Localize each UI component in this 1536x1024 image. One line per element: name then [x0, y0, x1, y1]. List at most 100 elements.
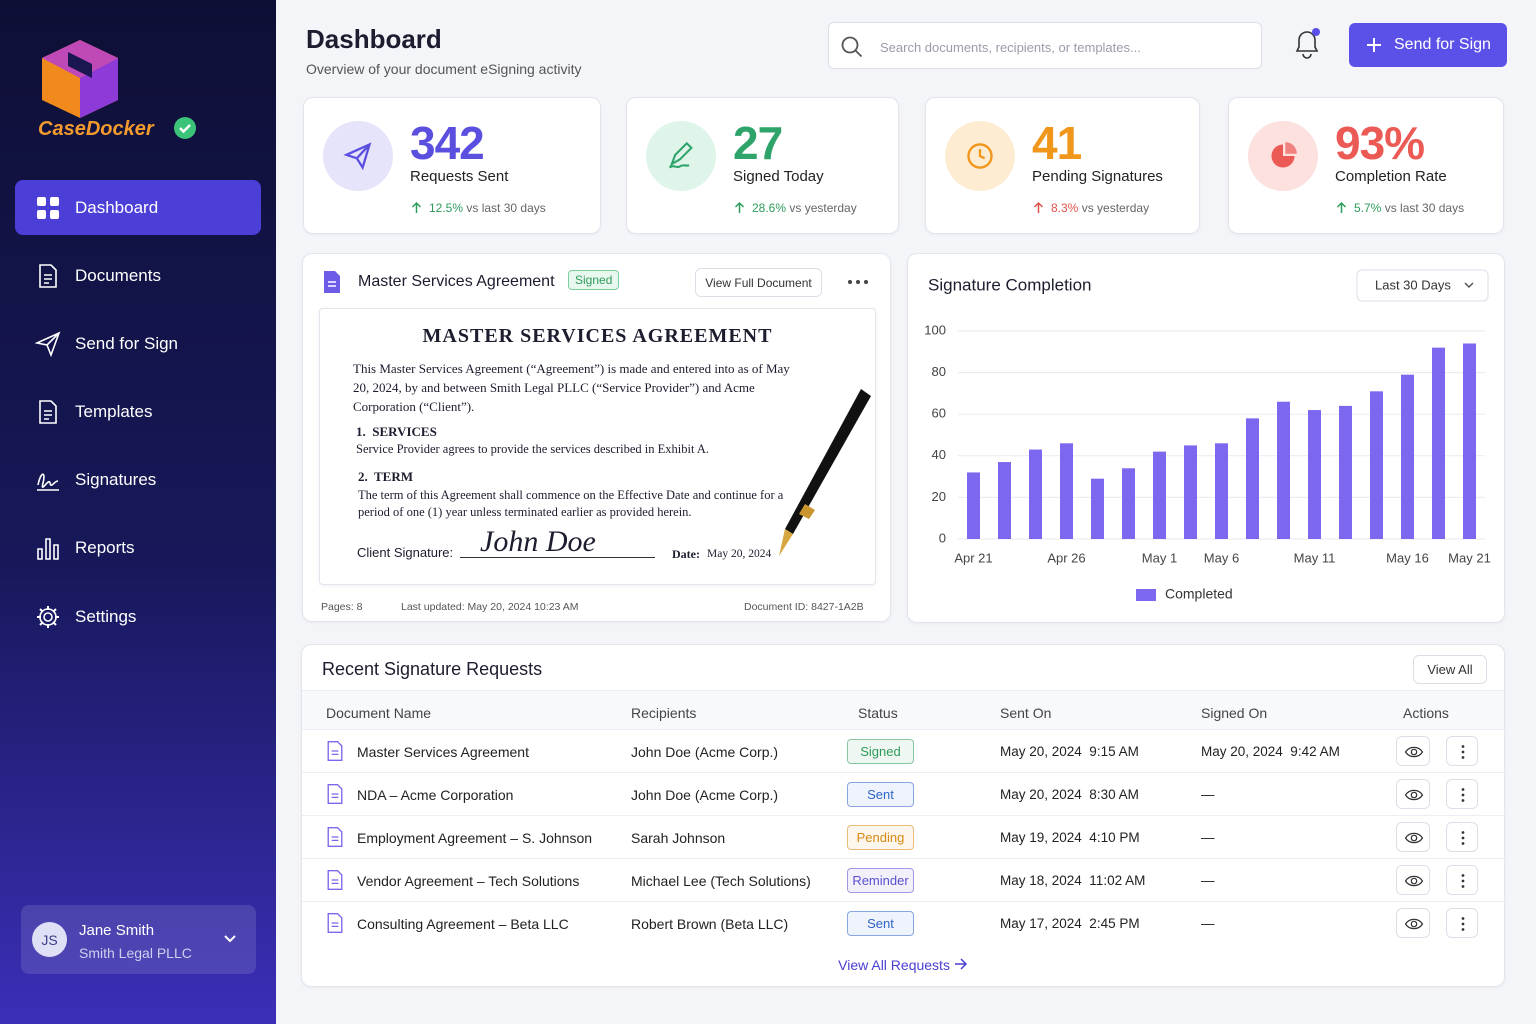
link-label: View All Requests — [838, 957, 950, 973]
bar — [1122, 468, 1135, 539]
bar — [1215, 443, 1228, 539]
chart-card: Signature Completion Last 30 Days 0 20 40 6… — [907, 253, 1505, 623]
more-menu[interactable] — [846, 278, 870, 286]
search-icon — [841, 36, 863, 58]
nav-item[interactable]: Documents — [15, 248, 261, 303]
notification-bell[interactable] — [1292, 27, 1322, 61]
bar — [1370, 391, 1383, 539]
page-title: Dashboard — [306, 24, 442, 54]
x-tick-label: Apr 21 — [954, 550, 992, 565]
status-badge: Pending — [847, 825, 914, 850]
view-action[interactable] — [1396, 865, 1430, 895]
user-org: Smith Legal PLLC — [79, 945, 192, 961]
more-action[interactable] — [1446, 736, 1478, 766]
signature-label: Client Signature: — [357, 545, 454, 560]
recipients: Michael Lee (Tech Solutions) — [631, 873, 811, 889]
bar — [1153, 451, 1166, 539]
more-action[interactable] — [1446, 779, 1478, 809]
signed-on: — — [1201, 830, 1215, 845]
button-label: Send for Sign — [1394, 36, 1491, 53]
last-updated: Last updated: May 20, 2024 10:23 AM — [401, 601, 579, 613]
signed-on: — — [1201, 916, 1215, 931]
send-for-sign-button[interactable]: Send for Sign — [1349, 23, 1507, 67]
nav-icon — [37, 606, 59, 628]
section-body: The term of this Agreement shall commenc… — [358, 488, 784, 519]
more-action[interactable] — [1446, 822, 1478, 852]
recipients: John Doe (Acme Corp.) — [631, 744, 779, 760]
arrow-icon — [954, 958, 967, 970]
more-action[interactable] — [1446, 865, 1478, 895]
nav-label: Reports — [75, 537, 135, 557]
eye-icon — [1404, 875, 1424, 887]
nav-item[interactable]: Templates — [15, 384, 261, 439]
user-card[interactable]: JS Jane Smith Smith Legal PLLC — [21, 905, 256, 974]
change-compare: vs yesterday — [789, 201, 857, 215]
logo-icon — [42, 40, 118, 118]
trend-icon — [734, 201, 745, 213]
table-row: Vendor Agreement – Tech Solutions Michael… — [302, 858, 1505, 901]
icon-glyph — [967, 143, 993, 169]
recipients: Robert Brown (Beta LLC) — [631, 916, 789, 932]
stat-value: 93% — [1335, 117, 1425, 169]
view-document-button[interactable]: View Full Document — [695, 268, 822, 297]
trend-icon — [411, 201, 422, 213]
search-placeholder: Search documents, recipients, or templat… — [880, 40, 1141, 55]
view-action[interactable] — [1396, 736, 1430, 766]
plus-icon — [1367, 38, 1381, 52]
status-badge: Sent — [847, 911, 914, 936]
table-title: Recent Signature Requests — [322, 659, 543, 679]
dots-icon — [1461, 745, 1465, 759]
status-badge: Reminder — [847, 868, 914, 893]
status-badge: Signed — [847, 739, 914, 764]
view-action[interactable] — [1396, 822, 1430, 852]
nav-item[interactable]: Send for Sign — [15, 316, 261, 371]
legend-swatch — [1136, 589, 1156, 601]
more-action[interactable] — [1446, 908, 1478, 938]
search-box[interactable]: Search documents, recipients, or templat… — [828, 22, 1262, 69]
trend-icon — [1033, 201, 1044, 213]
stat-value: 41 — [1032, 117, 1082, 169]
nav-item[interactable]: Dashboard — [15, 180, 261, 235]
bar — [1401, 374, 1414, 539]
bar — [1060, 443, 1073, 539]
stat-card: 342 Requests Sent 12.5% vs last 30 days — [303, 97, 601, 234]
view-all-requests-link[interactable]: View All Requests — [302, 957, 1504, 973]
nav-item[interactable]: Reports — [15, 520, 261, 575]
document-id: Document ID: 8427-1A2B — [744, 601, 864, 613]
page-count: Pages: 8 — [321, 601, 363, 613]
nav-icon — [37, 473, 59, 491]
signed-on: May 20, 2024 9:42 AM — [1201, 744, 1340, 759]
dots-icon — [1461, 917, 1465, 931]
view-action[interactable] — [1396, 779, 1430, 809]
icon-glyph — [1271, 142, 1297, 168]
dots-icon — [1461, 831, 1465, 845]
column-header: Actions — [1403, 705, 1449, 721]
view-action[interactable] — [1396, 908, 1430, 938]
nav-item[interactable]: Signatures — [15, 452, 261, 507]
bar — [1246, 418, 1259, 539]
table-row: Consulting Agreement – Beta LLC Robert Br… — [302, 901, 1505, 944]
change-value: 8.3% — [1051, 201, 1079, 215]
x-tick-label: May 6 — [1204, 550, 1239, 565]
view-all-button[interactable]: View All — [1413, 655, 1487, 684]
document-paper: MASTER SERVICES AGREEMENT This Master Se… — [319, 308, 876, 585]
doc-icon — [324, 271, 340, 293]
nav-item[interactable]: Settings — [15, 589, 261, 644]
stat-label: Completion Rate — [1335, 168, 1447, 185]
change-value: 12.5% — [429, 201, 464, 215]
verified-icon — [174, 117, 196, 139]
sent-on: May 17, 2024 2:45 PM — [1000, 916, 1140, 931]
eye-icon — [1404, 746, 1424, 758]
date: May 20, 2024 — [707, 548, 772, 560]
trend-icon — [1336, 201, 1347, 213]
doc-icon — [327, 741, 343, 761]
chart-title: Signature Completion — [928, 275, 1091, 294]
date-label: Date: — [672, 547, 700, 561]
stat-value: 342 — [410, 117, 485, 169]
x-tick-label: May 16 — [1386, 550, 1429, 565]
table-header: Document Name Recipients Status Sent On Sign… — [302, 690, 1504, 729]
range-selector[interactable] — [1356, 269, 1489, 302]
x-tick-label: May 21 — [1448, 550, 1491, 565]
nav-label: Settings — [75, 606, 137, 626]
